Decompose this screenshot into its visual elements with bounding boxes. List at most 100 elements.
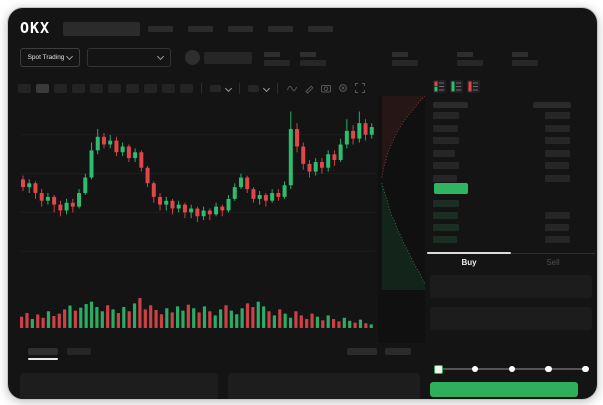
bid-price-placeholder[interactable] (433, 224, 459, 231)
orderbook-layout-bids-icon[interactable] (450, 80, 463, 93)
okx-logo: OKX (20, 19, 51, 37)
stat-placeholder (392, 52, 418, 66)
bid-price-placeholder[interactable] (433, 236, 457, 243)
orderbook-layout-asks-icon[interactable] (467, 80, 480, 93)
bottom-tab-placeholder[interactable] (28, 348, 58, 355)
stat-placeholder (264, 52, 290, 66)
nav-item-placeholder[interactable] (188, 26, 213, 32)
interval-button-placeholder[interactable] (180, 83, 193, 93)
bid-amount-placeholder[interactable] (545, 236, 570, 243)
interval-button-placeholder[interactable] (72, 83, 85, 93)
bottom-panel-left-placeholder (20, 373, 218, 399)
slider-dot[interactable] (508, 365, 515, 372)
orderbook-header-price (433, 102, 468, 108)
camera-icon[interactable] (320, 82, 332, 94)
ask-price-placeholder[interactable] (433, 174, 457, 182)
buy-tab[interactable]: Buy (461, 258, 477, 267)
draw-icon[interactable] (303, 82, 315, 94)
last-price-badge (434, 183, 468, 194)
bid-amount-placeholder[interactable] (545, 224, 569, 231)
slider-dot[interactable] (582, 365, 589, 372)
pair-selector-dropdown[interactable] (87, 48, 171, 67)
ask-amount-placeholder[interactable] (545, 149, 570, 157)
bottom-tabs (28, 348, 91, 355)
app-window: OKX Spot Trading (7, 7, 598, 400)
orderbook-layout-switcher (433, 80, 480, 93)
ask-price-placeholder[interactable] (433, 137, 459, 144)
ask-amount-placeholder[interactable] (545, 137, 570, 144)
stat-value-placeholder (264, 60, 290, 66)
bid-amount-placeholder[interactable] (545, 212, 570, 219)
chevron-down-icon (262, 84, 271, 92)
stat-placeholder (300, 52, 326, 66)
stat-label-placeholder (264, 52, 280, 57)
buy-tab-indicator (427, 252, 511, 254)
interval-button-placeholder[interactable] (90, 83, 103, 93)
ask-amount-placeholder[interactable] (545, 124, 570, 132)
active-tab-underline (28, 358, 58, 360)
bottom-panel-right-placeholder (228, 373, 420, 399)
market-type-dropdown[interactable]: Spot Trading (20, 48, 80, 67)
interval-buttons (18, 83, 193, 93)
stat-label-placeholder (512, 52, 528, 57)
candlestick-chart[interactable] (20, 96, 375, 290)
nav-item-placeholder[interactable] (148, 26, 173, 32)
ask-price-placeholder[interactable] (433, 149, 455, 157)
token-icon-placeholder (185, 50, 200, 65)
stat-label-placeholder (300, 52, 316, 57)
amount-slider[interactable] (434, 364, 589, 374)
orderbook-layout-combined-icon[interactable] (433, 80, 446, 93)
ask-amount-placeholder[interactable] (545, 112, 570, 119)
pair-title-placeholder (204, 52, 252, 64)
interval-button-placeholder[interactable] (108, 83, 121, 93)
order-price-field[interactable] (430, 275, 592, 298)
bottom-tab-placeholder[interactable] (67, 348, 91, 355)
top-nav (148, 26, 333, 32)
interval-button-placeholder[interactable] (18, 83, 31, 93)
depth-preview-panel (378, 96, 425, 343)
bottom-action-placeholder[interactable] (347, 348, 377, 355)
curve-icon[interactable] (286, 82, 298, 94)
buy-button[interactable] (430, 382, 578, 397)
settings-icon[interactable] (337, 82, 349, 94)
interval-button-placeholder[interactable] (162, 83, 175, 93)
bid-price-placeholder[interactable] (433, 200, 459, 207)
nav-item-placeholder[interactable] (228, 26, 253, 32)
market-type-label: Spot Trading (27, 54, 65, 61)
bid-price-placeholder[interactable] (433, 212, 458, 219)
chevron-down-icon (224, 84, 233, 92)
stat-placeholder (457, 52, 483, 66)
slider-handle[interactable] (434, 364, 443, 374)
stat-value-placeholder (392, 60, 418, 66)
stat-value-placeholder (457, 60, 483, 66)
slider-dot[interactable] (545, 365, 552, 372)
stat-value-placeholder (300, 60, 326, 66)
ask-price-placeholder[interactable] (433, 124, 458, 132)
nav-item-placeholder[interactable] (268, 26, 293, 32)
indicator-button[interactable] (248, 84, 259, 92)
interval-button-placeholder[interactable] (54, 83, 67, 93)
search-input[interactable] (63, 22, 140, 36)
interval-button-placeholder[interactable] (144, 83, 157, 93)
interval-button-placeholder[interactable] (126, 83, 139, 93)
ask-amount-placeholder[interactable] (545, 162, 569, 169)
fullscreen-icon[interactable] (354, 82, 366, 94)
sell-tab[interactable]: Sell (546, 258, 560, 267)
ask-price-placeholder[interactable] (433, 112, 459, 119)
bottom-action-placeholder[interactable] (385, 348, 411, 355)
orderbook-header-amount (533, 102, 571, 108)
divider (427, 253, 595, 254)
stat-placeholder (512, 52, 538, 66)
order-amount-field[interactable] (430, 307, 592, 330)
depth-chart (378, 96, 425, 290)
chart-type-button[interactable] (210, 84, 221, 92)
ask-price-placeholder[interactable] (433, 162, 459, 169)
chevron-down-icon (156, 52, 165, 61)
slider-dot[interactable] (471, 365, 479, 372)
nav-item-placeholder[interactable] (308, 26, 333, 32)
interval-button-placeholder[interactable] (36, 83, 49, 93)
volume-chart (20, 298, 373, 328)
stat-value-placeholder (512, 60, 538, 66)
ask-amount-placeholder[interactable] (545, 174, 570, 182)
chevron-down-icon (66, 52, 74, 61)
